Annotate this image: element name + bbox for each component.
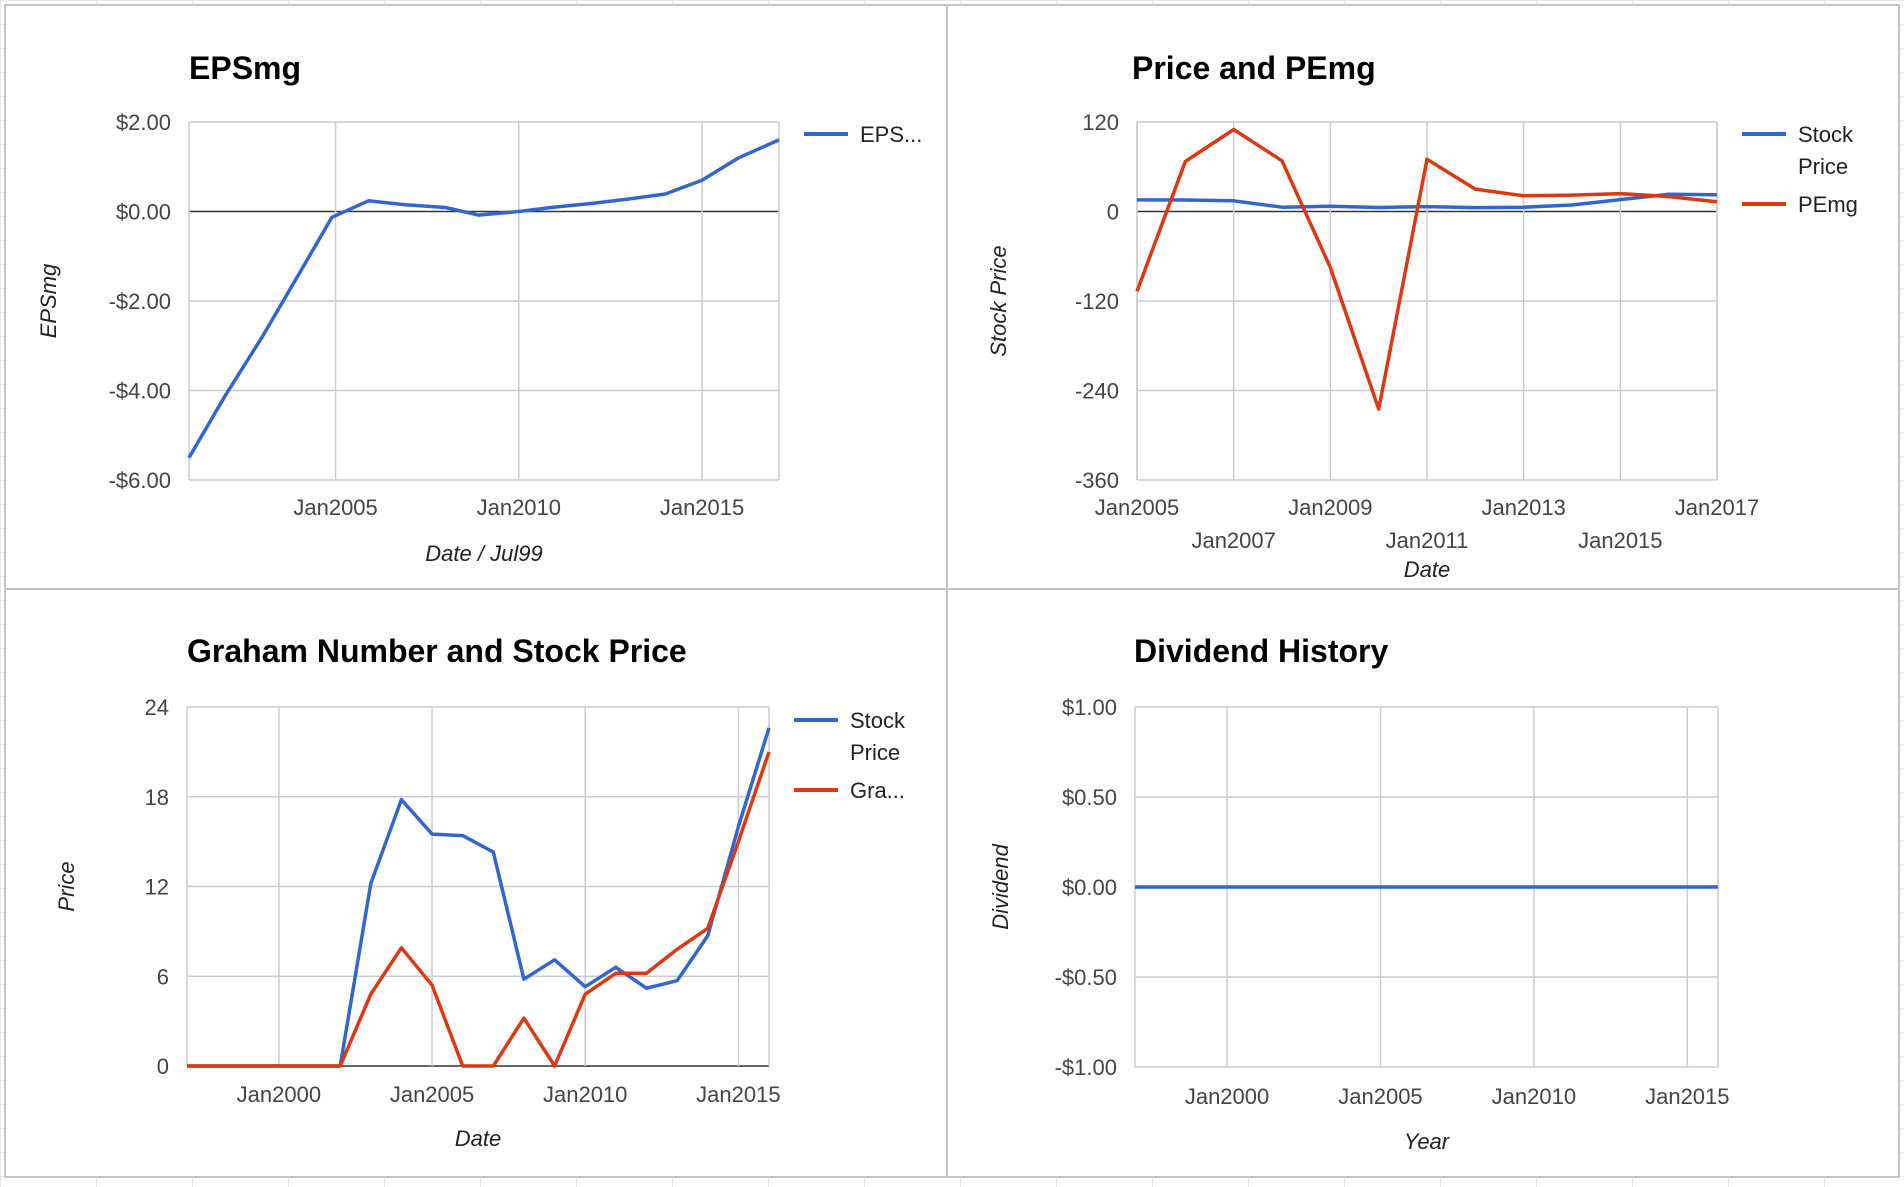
chart-title: Price and PEmg — [1132, 50, 1376, 86]
y-tick-label: 120 — [1082, 110, 1119, 135]
y-tick-label: -$6.00 — [109, 468, 171, 493]
chart-panel-graham-number[interactable]: Graham Number and Stock Price 24 18 12 6 0 Jan… — [4, 588, 948, 1178]
series-line-1 — [187, 751, 771, 1068]
x-tick-label: Jan2005 — [1338, 1084, 1422, 1109]
x-tick-label: Jan2010 — [1492, 1084, 1576, 1109]
y-tick-label: -240 — [1075, 379, 1119, 404]
chart-panel-price-pemg[interactable]: Price and PEmg 120 0 -120 -240 -360 Jan2005 Jan… — [946, 4, 1900, 590]
x-axis-title: Date — [455, 1126, 501, 1151]
x-axis-title: Date / Jul99 — [425, 541, 542, 566]
y-axis-title: Stock Price — [986, 245, 1011, 356]
y-tick-label: 12 — [145, 875, 169, 900]
y-tick-label: $0.00 — [1062, 875, 1117, 900]
chart-title: Dividend History — [1134, 633, 1388, 669]
chart-title: Graham Number and Stock Price — [187, 633, 687, 669]
epsmg-chart: EPSmg $2.00 $0.00 -$2.00 -$4.00 -$6.00 Jan2005… — [36, 50, 922, 566]
legend-label-line: EPS... — [860, 122, 922, 147]
x-tick-label: Jan2015 — [660, 495, 744, 520]
series-line-0 — [187, 138, 780, 459]
legend-label-line: Stock — [1798, 122, 1854, 147]
y-tick-label: 24 — [145, 695, 169, 720]
y-tick-label: -$0.50 — [1055, 965, 1117, 990]
y-tick-label: $1.00 — [1062, 695, 1117, 720]
x-tick-label: Jan2000 — [237, 1082, 321, 1107]
y-tick-label: 6 — [157, 964, 169, 989]
y-tick-label: $0.00 — [116, 200, 171, 225]
x-tick-label: Jan2015 — [696, 1082, 780, 1107]
legend-label-line: Stock — [850, 708, 906, 733]
legend-label: EPS... — [860, 122, 922, 147]
chart-panel-epsmg[interactable]: EPSmg $2.00 $0.00 -$2.00 -$4.00 -$6.00 Jan2005… — [4, 4, 948, 590]
series-line-0 — [1136, 192, 1718, 210]
x-tick-label: Jan2005 — [1095, 495, 1179, 520]
series-line-1 — [1135, 127, 1718, 411]
y-axis-title: EPSmg — [36, 263, 61, 338]
legend-label-line: Price — [1798, 154, 1848, 179]
y-tick-label: 0 — [1107, 200, 1119, 225]
legend-label: Gra... — [850, 778, 905, 803]
y-tick-label: $0.50 — [1062, 785, 1117, 810]
legend-label: PEmg — [1798, 192, 1858, 217]
x-axis-title: Date — [1404, 557, 1450, 582]
y-tick-label: $2.00 — [116, 110, 171, 135]
legend-label-line: Gra... — [850, 778, 905, 803]
y-tick-label: -$2.00 — [109, 289, 171, 314]
chart-panel-dividend-history[interactable]: Dividend History $1.00 $0.50 $0.00 -$0.50 -$1… — [946, 588, 1900, 1178]
graham-number-chart: Graham Number and Stock Price 24 18 12 6 0 Jan… — [54, 633, 906, 1151]
x-tick-label: Jan2015 — [1645, 1084, 1729, 1109]
dividend-history-chart: Dividend History $1.00 $0.50 $0.00 -$0.50 -$1… — [988, 633, 1730, 1154]
y-tick-label: -360 — [1075, 468, 1119, 493]
legend-label: Stock Price — [1798, 122, 1854, 179]
x-tick-label: Jan2005 — [390, 1082, 474, 1107]
x-tick-label: Jan2015 — [1578, 528, 1662, 553]
y-tick-label: 18 — [145, 785, 169, 810]
x-tick-label: Jan2013 — [1481, 495, 1565, 520]
y-tick-label: -$1.00 — [1055, 1055, 1117, 1080]
x-tick-label: Jan2007 — [1191, 528, 1275, 553]
chart-title: EPSmg — [189, 50, 301, 86]
x-tick-label: Jan2017 — [1675, 495, 1759, 520]
y-tick-label: -120 — [1075, 289, 1119, 314]
legend-label: Stock Price — [850, 708, 906, 765]
x-tick-label: Jan2009 — [1288, 495, 1372, 520]
x-tick-label: Jan2005 — [293, 495, 377, 520]
x-axis-title: Year — [1404, 1129, 1451, 1154]
x-tick-label: Jan2010 — [543, 1082, 627, 1107]
y-axis-title: Dividend — [988, 843, 1013, 929]
x-tick-label: Jan2010 — [477, 495, 561, 520]
legend-label-line: PEmg — [1798, 192, 1858, 217]
x-tick-label: Jan2000 — [1185, 1084, 1269, 1109]
series-line-0 — [187, 727, 771, 1068]
y-tick-label: 0 — [157, 1054, 169, 1079]
legend-label-line: Price — [850, 740, 900, 765]
y-tick-label: -$4.00 — [109, 379, 171, 404]
x-tick-label: Jan2011 — [1386, 528, 1469, 553]
y-axis-title: Price — [54, 861, 79, 911]
